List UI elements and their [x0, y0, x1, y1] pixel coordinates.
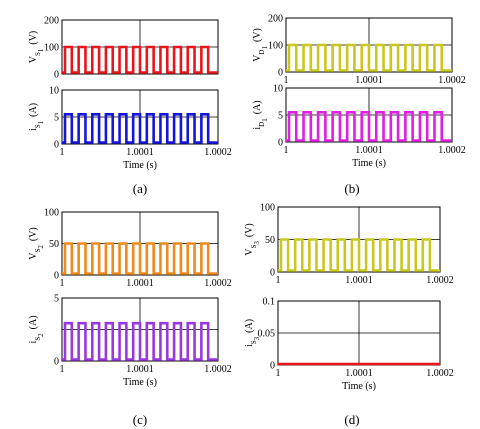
y-tick-label: 5 [278, 111, 283, 122]
caption-d: (d) [344, 412, 359, 427]
x-tick-label: 1.0002 [438, 145, 466, 156]
y-tick-label: 200 [44, 16, 59, 27]
y-tick-label: 100 [268, 41, 283, 52]
x-tick-label: 1.0002 [204, 278, 232, 289]
x-tick-label: 1.0001 [126, 364, 154, 375]
series-line [286, 111, 452, 142]
x-tick-label: 1.0001 [355, 75, 383, 86]
y-tick-label: 100 [260, 203, 275, 214]
y-tick-label: 0 [54, 140, 59, 151]
y-tick-label: 5 [54, 113, 59, 124]
series-line [62, 45, 218, 74]
y-tick-label: 10 [49, 86, 59, 97]
chart-a1: 0 100 200 VS1(V) [28, 16, 219, 81]
chart-d2: 0 0.05 0.1 1 1.0001 1.0002 Time (s) iS3(A) [244, 297, 454, 393]
x-axis-label: Time (s) [342, 381, 376, 392]
x-tick-label: 1 [60, 364, 65, 375]
x-tick-label: 1 [276, 368, 281, 379]
x-tick-label: 1 [284, 75, 289, 86]
x-tick-label: 1.0002 [426, 275, 454, 286]
y-tick-label: 10 [273, 84, 283, 95]
y-axis-label: iS3(A) [244, 319, 261, 347]
series-line [62, 321, 218, 361]
y-axis-label: iS1(A) [28, 103, 45, 131]
x-tick-label: 1.0001 [126, 278, 154, 289]
x-tick-label: 1.0002 [438, 75, 466, 86]
series-line [62, 242, 218, 275]
y-tick-label: 0 [278, 138, 283, 149]
x-axis-label: Time (s) [352, 158, 386, 169]
x-tick-label: 1.0001 [345, 275, 373, 286]
x-tick-label: 1 [284, 145, 289, 156]
x-tick-label: 1.0002 [426, 368, 454, 379]
caption-a: (a) [133, 181, 147, 196]
x-tick-label: 1.0002 [204, 364, 232, 375]
x-tick-label: 1.0001 [355, 145, 383, 156]
series-line [286, 43, 452, 72]
series-line [278, 238, 440, 272]
y-tick-label: 100 [44, 208, 59, 219]
caption-b: (b) [344, 181, 359, 196]
chart-a2: 0 5 10 1 1.0001 1.0002 Time (s) iS1(A) [28, 86, 232, 172]
y-tick-label: 0.05 [258, 329, 276, 340]
y-axis-label: VD1(V) [252, 28, 269, 62]
chart-d1: 0 50 100 1 1.0001 1.0002 VS3(V) [244, 203, 454, 287]
x-tick-label: 1.0001 [345, 368, 373, 379]
y-tick-label: 50 [265, 235, 275, 246]
x-tick-label: 1 [60, 147, 65, 158]
y-tick-label: 0 [54, 357, 59, 368]
chart-b1: 0 100 200 1 1.0001 1.0002 VD1(V) [252, 14, 466, 87]
y-tick-label: 50 [49, 239, 59, 250]
x-tick-label: 1.0002 [204, 147, 232, 158]
y-tick-label: 200 [268, 14, 283, 25]
x-tick-label: 1.0001 [126, 147, 154, 158]
series-line [62, 113, 218, 144]
x-tick-label: 1 [60, 278, 65, 289]
y-axis-label: iD1(A) [252, 100, 269, 129]
y-tick-label: 0 [270, 361, 275, 372]
caption-c: (c) [133, 412, 147, 427]
x-tick-label: 1 [276, 275, 281, 286]
x-axis-label: Time (s) [123, 377, 157, 388]
y-tick-label: 0 [54, 70, 59, 81]
y-axis-label: VS3(V) [244, 223, 261, 256]
y-tick-label: 0 [54, 271, 59, 282]
y-tick-label: 0 [278, 68, 283, 79]
x-axis-label: Time (s) [123, 160, 157, 171]
y-axis-label: iS2(A) [28, 315, 45, 343]
y-axis-label: VS2(V) [28, 227, 45, 260]
y-tick-label: 5 [54, 294, 59, 305]
y-tick-label: 0.1 [263, 297, 276, 308]
chart-c2: 0 5 1 1.0001 1.0002 Time (s) iS2(A) [28, 294, 232, 389]
chart-b2: 0 5 10 1 1.0001 1.0002 Time (s) iD1(A) [252, 84, 466, 170]
y-tick-label: 0 [270, 268, 275, 279]
chart-c1: 0 50 100 1 1.0001 1.0002 VS2(V) [28, 208, 232, 290]
y-axis-label: VS1(V) [28, 31, 45, 64]
y-tick-label: 100 [44, 43, 59, 54]
